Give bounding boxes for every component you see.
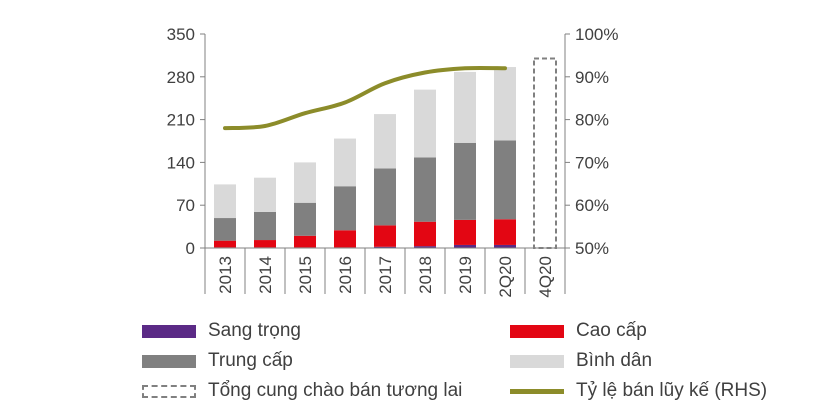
left-tick-label: 0 [186, 239, 195, 258]
bar-2q20-series-0 [494, 244, 516, 248]
bar-2018-series-2 [414, 157, 436, 222]
x-tick-label-2018: 2018 [416, 256, 435, 294]
left-tick-label: 280 [167, 68, 195, 87]
bar-2019-series-1 [454, 219, 476, 245]
bar-2017-series-2 [374, 168, 396, 226]
bar-2018-series-0 [414, 246, 436, 248]
right-tick-label: 90% [575, 68, 609, 87]
bar-2013-series-3 [214, 184, 236, 219]
bar-2014-series-3 [254, 177, 276, 212]
x-tick-label-2015: 2015 [296, 256, 315, 294]
bar-2013-series-2 [214, 218, 236, 241]
bar-2019-series-3 [454, 71, 476, 143]
right-tick-label: 70% [575, 153, 609, 172]
bar-2016-series-1 [334, 230, 356, 248]
legend-label-trung-cap: Trung cấp [208, 350, 293, 371]
right-tick-label: 60% [575, 196, 609, 215]
bar-2015-series-1 [294, 235, 316, 248]
bar-2018-series-1 [414, 221, 436, 247]
x-tick-label-2q20: 2Q20 [496, 256, 515, 298]
chart-svg: 0 70 140 210 280 350 50% 60% 70% 80% 90% 100% 2013 20… [167, 25, 619, 298]
bar-2017-series-3 [374, 114, 396, 169]
line-ty-le-ban-luy-ke [223, 65, 507, 131]
legend-item-sang-trong: Sang trọng [142, 318, 301, 344]
x-tick-label-2014: 2014 [256, 256, 275, 294]
legend-swatch-cao-cap [510, 324, 564, 338]
bar-future-supply-4q20 [533, 57, 557, 250]
x-tick-label-4q20: 4Q20 [536, 256, 555, 298]
right-tick-label: 100% [575, 25, 618, 44]
bar-2013-series-1 [214, 240, 236, 248]
chart: 0 70 140 210 280 350 50% 60% 70% 80% 90% 100% 2013 20… [167, 25, 619, 298]
x-tick-label-2019: 2019 [456, 256, 475, 294]
legend-label-ty-le-ban: Tỷ lệ bán lũy kế (RHS) [576, 380, 768, 401]
legend-swatch-trung-cap [142, 354, 196, 368]
bar-2016-series-2 [334, 186, 356, 231]
x-tick-label-2013: 2013 [216, 256, 235, 294]
legend-swatch-ty-le-ban [510, 388, 564, 394]
bar-2015-series-3 [294, 162, 316, 203]
legend-item-ty-le-ban: Tỷ lệ bán lũy kế (RHS) [510, 378, 767, 404]
legend-item-binh-dan: Bình dân [510, 348, 652, 374]
bar-2017-series-1 [374, 225, 396, 247]
bar-2019-series-2 [454, 142, 476, 220]
bar-2014-series-1 [254, 240, 276, 248]
legend-label-binh-dan: Bình dân [576, 350, 653, 371]
right-tick-label: 80% [575, 111, 609, 130]
legend-item-trung-cap: Trung cấp [142, 348, 293, 374]
x-tick-label-2016: 2016 [336, 256, 355, 294]
legend-item-tong-cung: Tổng cung chào bán tương lai [142, 378, 462, 404]
left-tick-label: 140 [167, 153, 195, 172]
bar-2015-series-2 [294, 202, 316, 236]
bar-2014-series-2 [254, 211, 276, 241]
legend-label-sang-trong: Sang trọng [208, 320, 301, 341]
legend-swatch-sang-trong [142, 324, 196, 338]
bar-2q20-series-1 [494, 219, 516, 245]
bar-2q20-series-3 [494, 67, 516, 141]
bar-2018-series-3 [414, 89, 436, 158]
bar-2016-series-3 [334, 138, 356, 187]
legend-label-tong-cung: Tổng cung chào bán tương lai [208, 380, 463, 401]
left-tick-label: 210 [167, 111, 195, 130]
bar-2017-series-0 [374, 246, 396, 248]
legend-swatch-tong-cung [142, 384, 196, 398]
legend-label-cao-cap: Cao cấp [576, 320, 647, 341]
legend: Sang trọng Cao cấp Trung cấp Bình dân Tổ… [0, 300, 833, 417]
left-tick-label: 350 [167, 25, 195, 44]
bar-2019-series-0 [454, 244, 476, 248]
x-tick-label-2017: 2017 [376, 256, 395, 294]
bar-2q20-series-2 [494, 140, 516, 220]
left-tick-label: 70 [176, 196, 195, 215]
right-tick-label: 50% [575, 239, 609, 258]
legend-item-cao-cap: Cao cấp [510, 318, 647, 344]
legend-swatch-binh-dan [510, 354, 564, 368]
